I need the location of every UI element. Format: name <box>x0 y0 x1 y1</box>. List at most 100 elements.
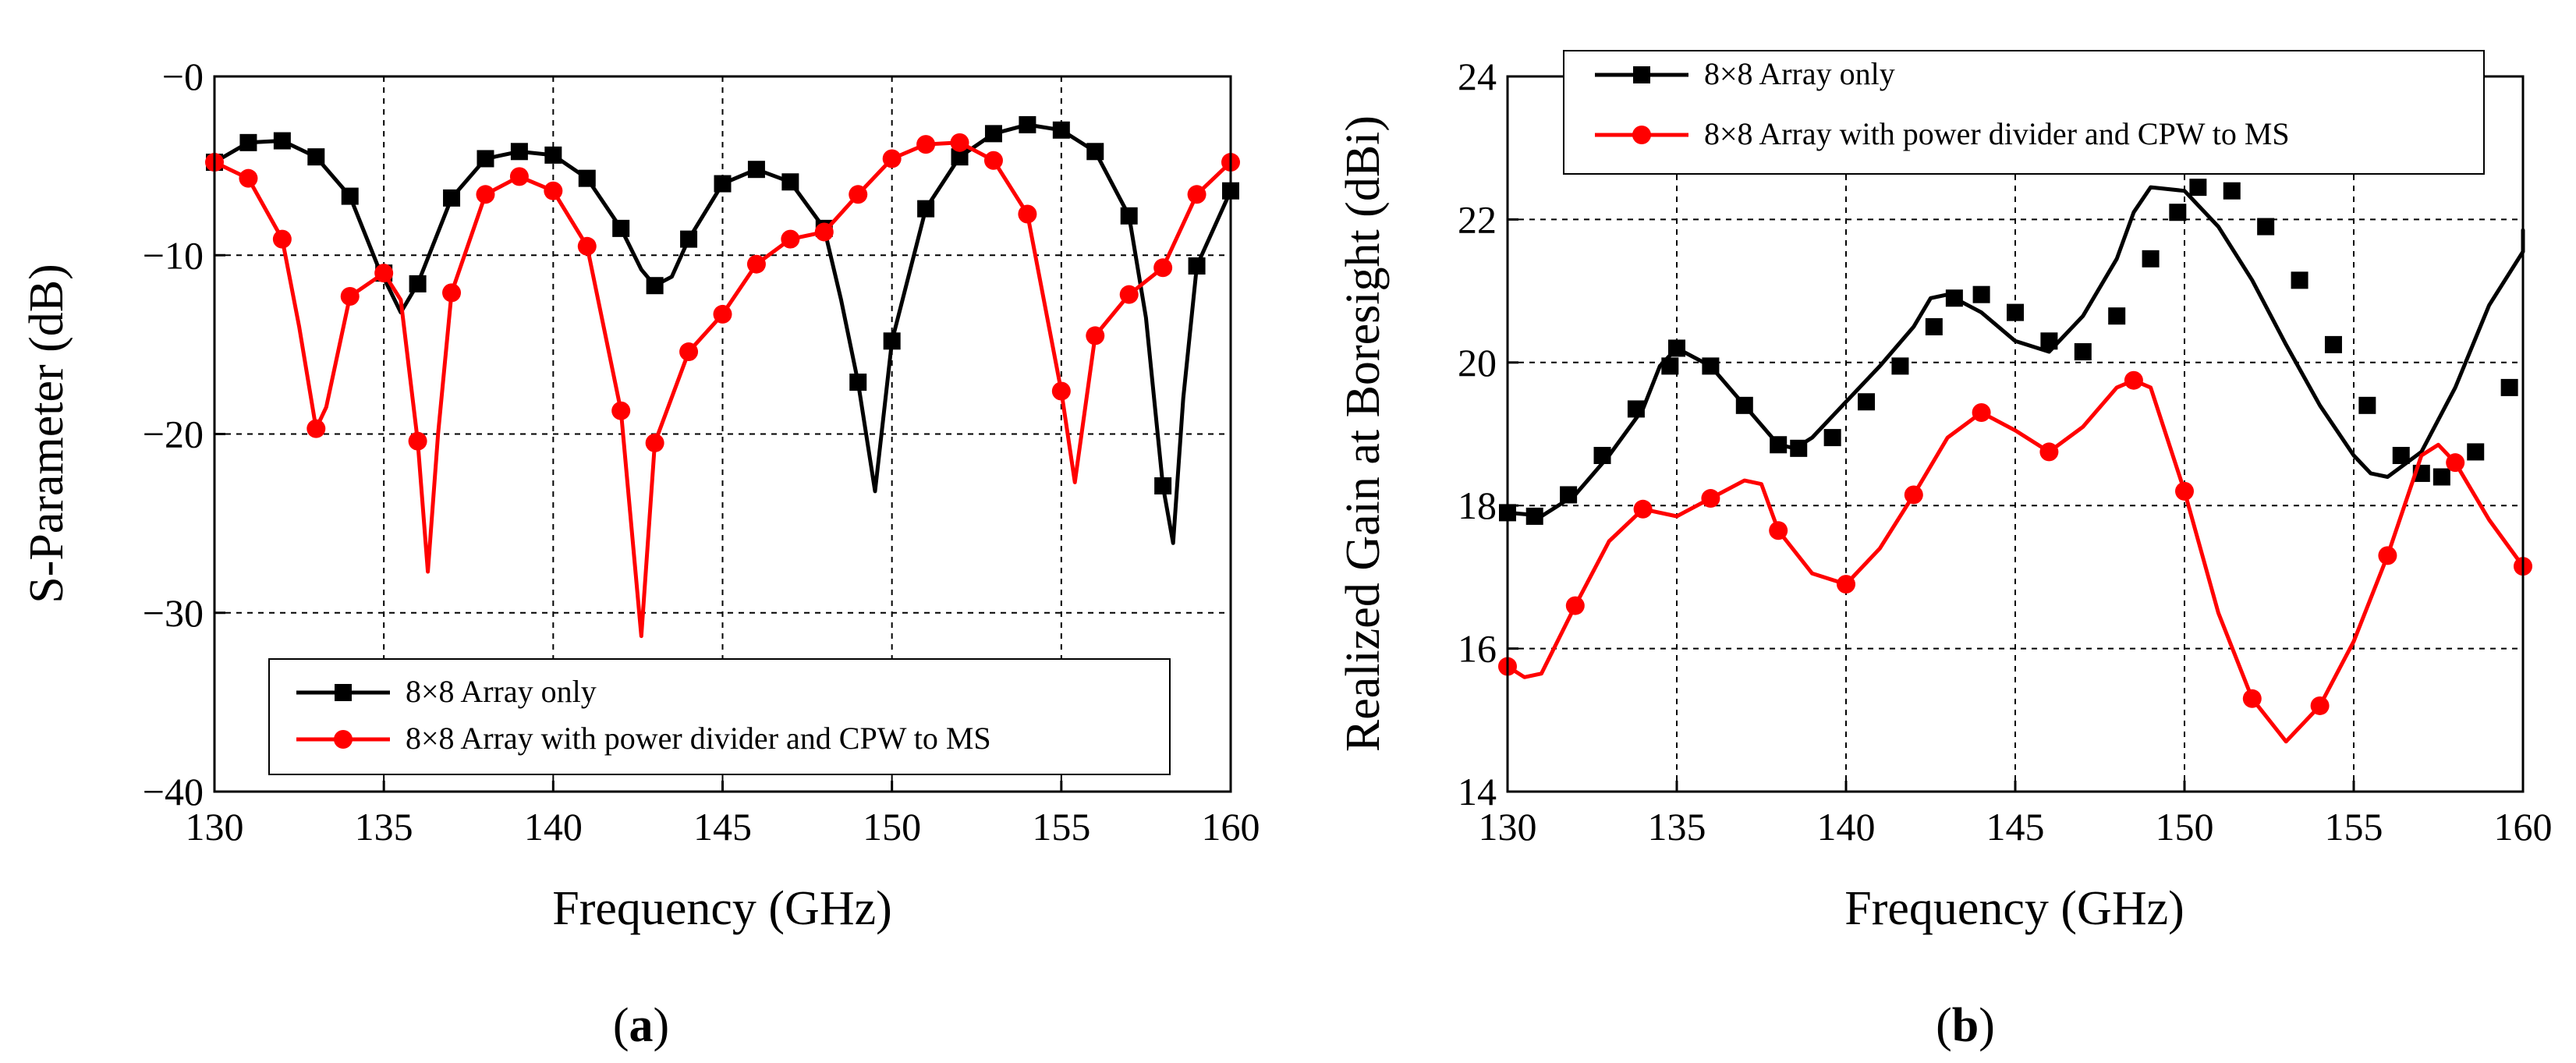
series-0-marker-20 <box>883 332 901 350</box>
series-0-marker-5 <box>1661 357 1679 375</box>
legend-label-0: 8×8 Array only <box>406 674 597 709</box>
series-0-marker-2 <box>1560 486 1578 504</box>
series-1-marker-20 <box>882 149 902 168</box>
series-0-marker-7 <box>1702 357 1720 375</box>
series-0-marker-3 <box>307 148 325 166</box>
series-0-marker-16 <box>1972 285 1990 303</box>
y-tick-label-3: −30 <box>143 591 204 635</box>
s-parameter-chart: 130 135 140 145 150 155 160 −0 −10 −20 −30 −40 Freq… <box>20 55 1260 1052</box>
series-1-marker-13 <box>2378 546 2397 565</box>
series-0-marker-21 <box>2142 250 2160 268</box>
series-1-marker-3 <box>306 419 326 438</box>
series-0-marker-2 <box>273 132 291 150</box>
series-0-marker-14 <box>1925 317 1943 335</box>
series-1-marker-18 <box>814 222 834 242</box>
s-parameter-legend: 8×8 Array only 8×8 Array with power divid… <box>268 658 1171 775</box>
series-1-marker-12 <box>611 401 631 420</box>
s-parameter-y-axis-title: S-Parameter (dB) <box>20 264 73 604</box>
legend-label-1: 8×8 Array with power divider and CPW to … <box>1704 116 2290 151</box>
y-tick-label-4: −40 <box>143 770 204 813</box>
series-0-marker-31 <box>2432 468 2450 486</box>
series-0-marker-32 <box>2467 443 2485 461</box>
series-0-marker-24 <box>1019 115 1036 133</box>
series-0-marker-29 <box>2392 447 2410 465</box>
series-0-marker-19 <box>2074 343 2092 361</box>
series-0-marker-23 <box>984 125 1002 143</box>
series-0-marker-22 <box>2169 204 2187 221</box>
series-0-marker-1 <box>239 133 257 151</box>
series-1-marker-7 <box>442 283 462 303</box>
series-0-marker-13 <box>646 277 664 295</box>
series-0-marker-22 <box>951 148 969 166</box>
series-1-marker-5 <box>374 264 394 283</box>
series-0-marker-9 <box>1770 436 1788 454</box>
series-0-marker-25 <box>2257 218 2275 236</box>
series-0-marker-29 <box>1188 257 1206 275</box>
series-0-marker-3 <box>1593 447 1611 465</box>
series-1-marker-8 <box>2039 442 2059 462</box>
realized-gain-x-axis-title: Frequency (GHz) <box>1844 882 2184 935</box>
legend-label-1: 8×8 Array with power divider and CPW to … <box>406 721 991 756</box>
panel-b-caption: (b) <box>1936 999 1995 1052</box>
series-0-marker-10 <box>1790 439 1808 457</box>
y-tick-label-5: 24 <box>1458 55 1497 98</box>
x-tick-label-0: 130 <box>1479 805 1537 849</box>
series-1-marker-1 <box>1565 596 1585 615</box>
series-0-marker-28 <box>1154 477 1172 494</box>
series-1-marker-3 <box>1701 489 1720 508</box>
series-1-marker-17 <box>781 229 800 249</box>
legend-label-0: 8×8 Array only <box>1704 56 1895 91</box>
series-0-marker-11 <box>578 169 596 187</box>
legend-swatch-marker-1 <box>1632 126 1651 144</box>
series-0-marker-6 <box>1668 339 1685 357</box>
series-0-marker-16 <box>747 161 765 179</box>
series-1-marker-21 <box>916 135 936 154</box>
x-tick-label-5: 155 <box>1032 805 1090 849</box>
series-0-marker-26 <box>2291 271 2308 289</box>
panel-a-letter: a <box>629 999 654 1052</box>
series-0-marker-27 <box>2324 335 2342 353</box>
legend-box <box>268 658 1171 775</box>
y-tick-label-1: −10 <box>143 233 204 277</box>
y-tick-label-4: 22 <box>1458 197 1497 241</box>
series-1-marker-1 <box>239 168 258 188</box>
series-0-marker-14 <box>680 230 698 248</box>
series-0-marker-4 <box>341 187 359 205</box>
series-1-marker-24 <box>1018 204 1037 224</box>
series-0-marker-15 <box>714 175 732 193</box>
x-tick-label-2: 140 <box>524 805 583 849</box>
series-1-marker-2 <box>272 229 292 249</box>
series-1-marker-4 <box>340 286 360 306</box>
realized-gain-ticks: 130 135 140 145 150 155 160 14 16 18 20 22 24 <box>1458 55 2553 849</box>
x-tick-label-4: 150 <box>863 805 921 849</box>
series-0-marker-12 <box>612 219 630 237</box>
series-1-marker-12 <box>2310 696 2330 715</box>
series-1-marker-11 <box>577 236 597 256</box>
realized-gain-y-axis-title: Realized Gain at Boresight (dBi) <box>1337 115 1390 752</box>
series-1-marker-10 <box>2175 481 2194 501</box>
legend-swatch-marker-0 <box>1633 66 1650 83</box>
series-1-marker-9 <box>2124 370 2143 390</box>
series-0-marker-20 <box>2108 307 2126 325</box>
series-1-marker-6 <box>408 431 427 451</box>
series-1-marker-29 <box>1187 185 1207 204</box>
y-tick-label-0: −0 <box>162 55 204 98</box>
series-1-marker-2 <box>1633 499 1653 519</box>
series-0-marker-25 <box>1052 121 1070 139</box>
series-1-marker-26 <box>1086 326 1105 345</box>
series-0-marker-15 <box>1945 289 1963 307</box>
s-parameter-ticks: 130 135 140 145 150 155 160 −0 −10 −20 −30 −40 <box>143 55 1260 849</box>
series-0-marker-17 <box>781 173 799 191</box>
series-0-marker-10 <box>544 146 562 164</box>
series-0-marker-12 <box>1858 393 1876 411</box>
x-tick-label-6: 160 <box>2494 805 2553 849</box>
x-tick-label-1: 135 <box>355 805 413 849</box>
y-tick-label-0: 14 <box>1458 770 1497 813</box>
x-tick-label-3: 145 <box>1986 805 2045 849</box>
series-1-marker-27 <box>1119 285 1139 304</box>
series-1-marker-4 <box>1769 521 1788 540</box>
x-tick-label-5: 155 <box>2325 805 2383 849</box>
panel-b-letter: b <box>1952 999 1979 1052</box>
legend-box <box>1563 50 2485 175</box>
series-1-marker-19 <box>849 185 868 204</box>
